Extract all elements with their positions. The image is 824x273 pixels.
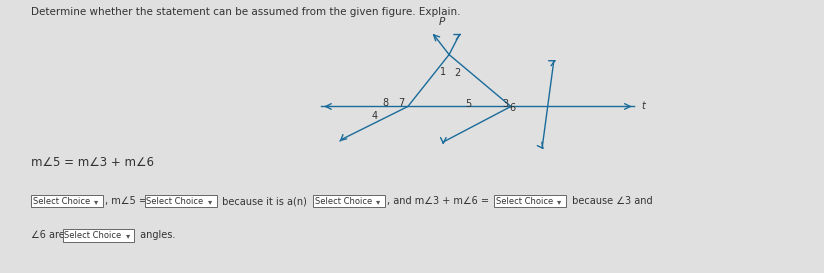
Text: ▾: ▾ <box>94 197 99 206</box>
Text: 2: 2 <box>454 68 461 78</box>
Text: ▾: ▾ <box>125 231 130 240</box>
FancyBboxPatch shape <box>494 195 566 207</box>
Text: Select Choice: Select Choice <box>64 231 121 240</box>
FancyBboxPatch shape <box>63 229 134 242</box>
Text: t: t <box>641 102 645 111</box>
Text: ▾: ▾ <box>208 197 213 206</box>
Text: , m∠5 =: , m∠5 = <box>105 196 147 206</box>
Text: 7: 7 <box>398 98 405 108</box>
Text: ▾: ▾ <box>376 197 381 206</box>
FancyBboxPatch shape <box>145 195 217 207</box>
Text: Select Choice: Select Choice <box>33 197 90 206</box>
Text: 1: 1 <box>440 67 447 77</box>
Text: Select Choice: Select Choice <box>147 197 204 206</box>
Text: 4: 4 <box>372 111 378 121</box>
Text: ∠6 are: ∠6 are <box>31 230 65 241</box>
Text: ▾: ▾ <box>557 197 562 206</box>
Text: because it is a(n): because it is a(n) <box>219 196 307 206</box>
Text: P: P <box>438 17 445 27</box>
FancyBboxPatch shape <box>31 195 103 207</box>
Text: angles.: angles. <box>137 230 176 241</box>
Text: , and m∠3 + m∠6 =: , and m∠3 + m∠6 = <box>387 196 489 206</box>
Text: 5: 5 <box>465 99 471 109</box>
Text: Select Choice: Select Choice <box>496 197 553 206</box>
Text: 3: 3 <box>502 99 508 109</box>
Text: 6: 6 <box>509 103 516 112</box>
Text: 8: 8 <box>382 98 389 108</box>
Text: m∠5 = m∠3 + m∠6: m∠5 = m∠3 + m∠6 <box>31 156 154 169</box>
Text: Select Choice: Select Choice <box>315 197 372 206</box>
FancyBboxPatch shape <box>313 195 385 207</box>
Text: because ∠3 and: because ∠3 and <box>569 196 652 206</box>
Text: Determine whether the statement can be assumed from the given figure. Explain.: Determine whether the statement can be a… <box>31 7 461 17</box>
